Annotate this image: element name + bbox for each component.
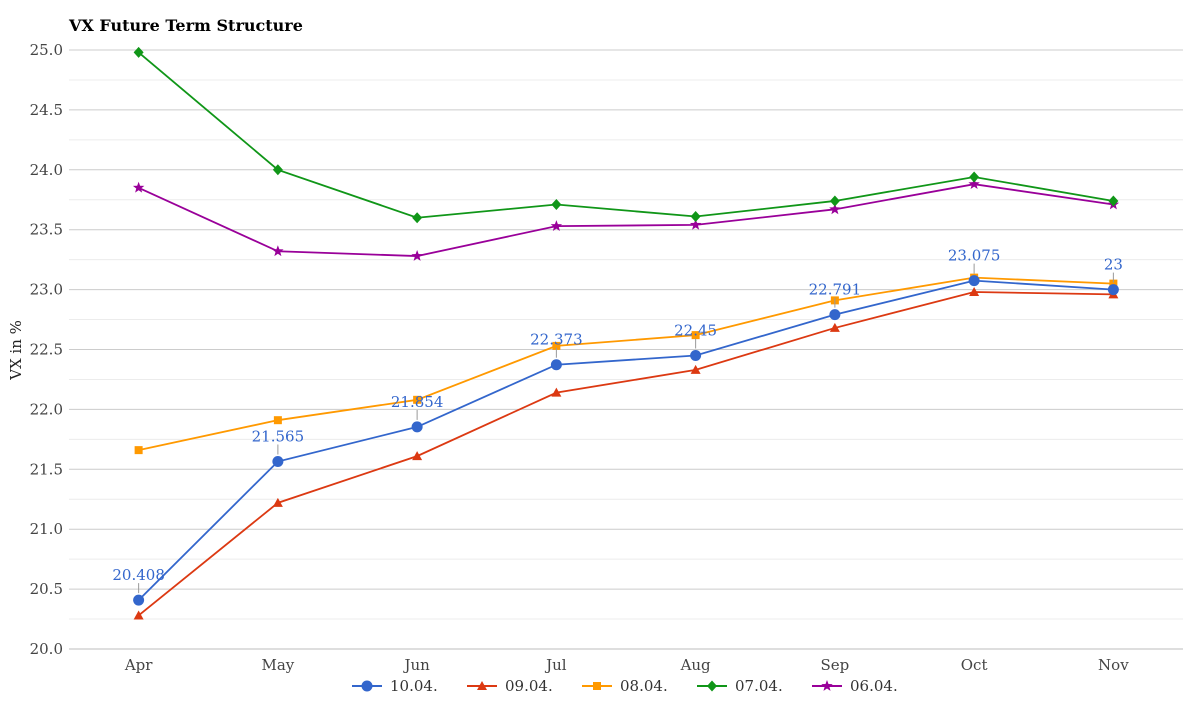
chart-title: VX Future Term Structure — [68, 16, 303, 35]
data-point — [1109, 279, 1118, 288]
legend-label: 10.04. — [390, 677, 438, 695]
data-point — [690, 349, 702, 361]
data-point — [133, 610, 144, 620]
legend-label: 08.04. — [620, 677, 668, 695]
data-point — [550, 220, 563, 231]
data-point — [272, 456, 284, 468]
data-label: 23.075 — [948, 247, 1001, 265]
data-point — [413, 395, 422, 404]
y-tick-label: 22.0 — [30, 400, 63, 418]
data-point — [412, 212, 423, 224]
series-line — [138, 183, 1114, 257]
series-line — [138, 51, 1114, 219]
data-point — [272, 245, 284, 257]
series-line — [138, 291, 1114, 617]
x-tick-label: May — [261, 656, 294, 674]
x-tick-label: Apr — [124, 656, 153, 674]
legend-label: 07.04. — [735, 677, 783, 695]
data-point — [689, 218, 702, 230]
series-0904 — [133, 286, 1119, 620]
legend-item[interactable]: 06.04. — [812, 677, 898, 695]
data-point — [550, 359, 562, 371]
data-point — [690, 364, 701, 374]
legend-marker — [593, 682, 601, 690]
legend-marker — [821, 680, 833, 691]
legend-label: 06.04. — [850, 677, 898, 695]
data-point — [133, 46, 144, 58]
x-tick-label: Aug — [680, 656, 711, 674]
data-point — [552, 341, 561, 350]
data-point — [133, 594, 145, 606]
data-point — [132, 181, 145, 193]
y-tick-label: 21.5 — [30, 460, 63, 478]
data-label: 22.373 — [530, 331, 583, 349]
legend[interactable]: 10.04. 09.04. 08.04. 07.04. 06.04. — [352, 677, 898, 695]
legend-marker — [361, 680, 373, 692]
legend-item[interactable]: 09.04. — [467, 677, 553, 695]
y-tick-label: 24.5 — [30, 101, 63, 119]
legend-marker — [477, 681, 487, 690]
y-axis-label: VX in % — [7, 320, 25, 381]
data-point — [551, 387, 562, 397]
data-point — [411, 421, 423, 433]
x-tick-label: Jun — [402, 656, 430, 674]
data-point — [968, 275, 980, 287]
data-point — [968, 178, 980, 190]
legend-item[interactable]: 10.04. — [352, 677, 438, 695]
data-point — [134, 446, 143, 455]
data-point — [412, 451, 423, 461]
data-point — [272, 497, 283, 507]
y-tick-label: 20.0 — [30, 640, 63, 658]
data-point — [829, 309, 841, 321]
data-point — [273, 416, 282, 425]
data-point — [829, 322, 840, 332]
data-point — [969, 171, 980, 183]
y-tick-label: 25.0 — [30, 41, 63, 59]
x-tick-label: Jul — [544, 656, 567, 674]
data-labels: 20.408 21.565 21.854 22.373 22.45 22.791 23.07… — [112, 247, 1123, 594]
legend-item[interactable]: 08.04. — [582, 677, 668, 695]
data-point — [691, 331, 700, 340]
data-label: 21.854 — [391, 393, 444, 411]
data-label: 22.791 — [809, 281, 862, 299]
y-tick-label: 23.0 — [30, 281, 63, 299]
gridlines — [69, 49, 1183, 650]
data-point — [829, 195, 840, 207]
series-line — [137, 279, 1114, 601]
series-line — [138, 276, 1114, 452]
y-tick-label: 22.5 — [30, 341, 63, 359]
data-label: 23 — [1104, 256, 1123, 274]
data-point — [411, 250, 423, 261]
data-point — [551, 199, 562, 211]
data-point — [690, 211, 701, 223]
x-tick-label: Oct — [961, 656, 988, 674]
data-point — [829, 203, 841, 215]
legend-label: 09.04. — [505, 677, 553, 695]
y-axis-ticks: 20.0 20.5 21.0 21.5 22.0 22.5 23.0 23.5 24.0 24.5… — [30, 41, 63, 658]
data-point — [272, 164, 283, 176]
series-lines — [132, 46, 1120, 620]
legend-item[interactable]: 07.04. — [697, 677, 783, 695]
x-tick-label: Nov — [1098, 656, 1129, 674]
data-label: 22.45 — [674, 321, 717, 339]
y-tick-label: 24.0 — [30, 161, 63, 179]
y-tick-label: 21.0 — [30, 520, 63, 538]
data-point — [1108, 195, 1119, 207]
legend-marker — [707, 680, 717, 692]
x-axis-ticks: Apr May Jun Jul Aug Sep Oct Nov — [124, 656, 1129, 674]
y-tick-label: 23.5 — [30, 221, 63, 239]
y-tick-label: 20.5 — [30, 580, 63, 598]
series-1004 — [133, 275, 1119, 606]
data-label: 20.408 — [112, 566, 165, 584]
data-label: 21.565 — [252, 428, 305, 446]
data-point — [1107, 284, 1119, 296]
series-0704 — [133, 46, 1119, 224]
x-tick-label: Sep — [820, 656, 849, 674]
data-point — [969, 286, 980, 296]
